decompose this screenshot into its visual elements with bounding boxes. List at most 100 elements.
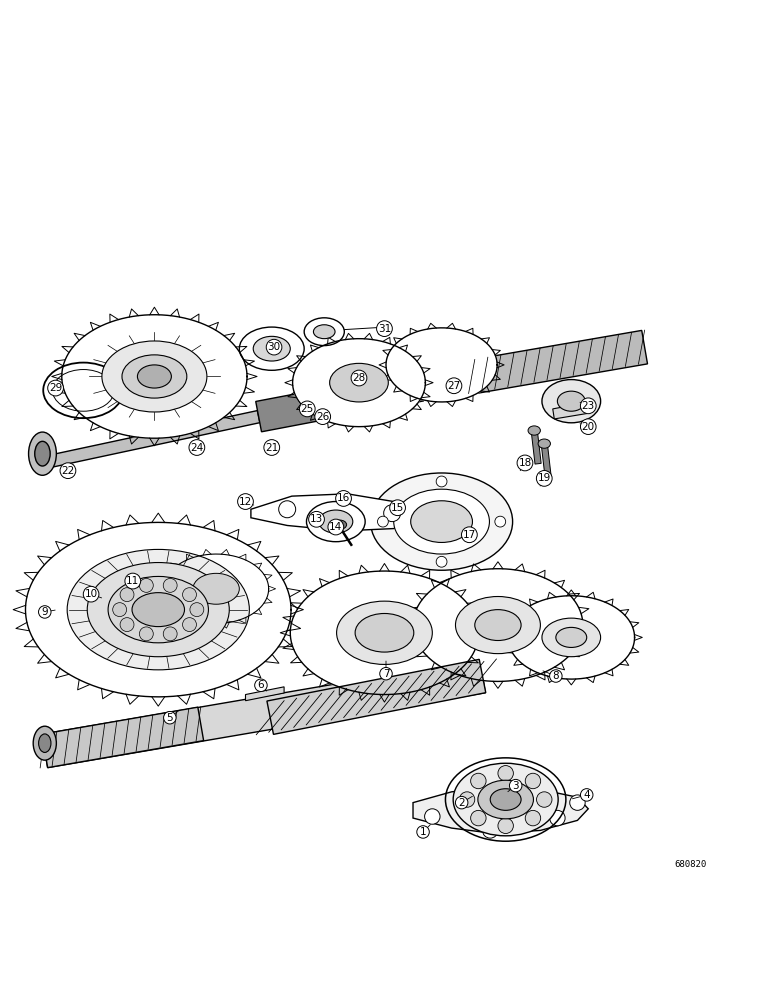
Circle shape bbox=[140, 578, 154, 592]
Circle shape bbox=[498, 766, 513, 781]
Circle shape bbox=[471, 810, 486, 826]
Ellipse shape bbox=[33, 726, 56, 760]
Text: 14: 14 bbox=[329, 522, 343, 532]
Text: 8: 8 bbox=[553, 671, 559, 681]
Ellipse shape bbox=[557, 391, 585, 411]
Text: 13: 13 bbox=[310, 514, 323, 524]
Ellipse shape bbox=[67, 549, 249, 670]
Ellipse shape bbox=[330, 363, 388, 402]
Text: 16: 16 bbox=[337, 493, 350, 503]
Circle shape bbox=[384, 505, 401, 522]
Circle shape bbox=[482, 823, 498, 838]
Circle shape bbox=[570, 795, 585, 810]
Text: 2: 2 bbox=[459, 798, 465, 808]
Text: 6: 6 bbox=[258, 680, 264, 690]
Text: 680820: 680820 bbox=[675, 860, 707, 869]
Ellipse shape bbox=[475, 610, 521, 641]
Circle shape bbox=[113, 603, 127, 617]
Text: 12: 12 bbox=[239, 497, 252, 507]
Circle shape bbox=[140, 627, 154, 641]
Text: 27: 27 bbox=[447, 381, 461, 391]
Circle shape bbox=[425, 809, 440, 824]
Circle shape bbox=[378, 516, 388, 527]
Text: 10: 10 bbox=[84, 589, 98, 599]
Polygon shape bbox=[541, 443, 551, 477]
Polygon shape bbox=[164, 554, 269, 624]
Circle shape bbox=[120, 588, 134, 602]
Polygon shape bbox=[290, 571, 479, 695]
Polygon shape bbox=[386, 328, 497, 402]
Circle shape bbox=[436, 556, 447, 567]
Ellipse shape bbox=[490, 789, 521, 810]
Ellipse shape bbox=[306, 502, 365, 542]
Ellipse shape bbox=[253, 336, 290, 361]
Ellipse shape bbox=[102, 341, 207, 412]
Circle shape bbox=[182, 588, 196, 602]
Text: 18: 18 bbox=[518, 458, 532, 468]
Polygon shape bbox=[293, 339, 425, 427]
Text: 1: 1 bbox=[420, 827, 426, 837]
Circle shape bbox=[525, 810, 540, 826]
Polygon shape bbox=[508, 596, 635, 679]
Ellipse shape bbox=[333, 520, 347, 529]
Text: 20: 20 bbox=[581, 422, 595, 432]
Polygon shape bbox=[245, 687, 284, 701]
Ellipse shape bbox=[542, 618, 601, 657]
Ellipse shape bbox=[137, 365, 171, 388]
Ellipse shape bbox=[556, 627, 587, 647]
Ellipse shape bbox=[193, 573, 239, 604]
Ellipse shape bbox=[43, 363, 124, 418]
Circle shape bbox=[279, 501, 296, 518]
Circle shape bbox=[537, 792, 552, 807]
Polygon shape bbox=[472, 330, 648, 393]
Polygon shape bbox=[41, 411, 260, 469]
Ellipse shape bbox=[87, 563, 229, 657]
Ellipse shape bbox=[542, 380, 601, 423]
Text: 4: 4 bbox=[584, 790, 590, 800]
Ellipse shape bbox=[319, 510, 353, 533]
Ellipse shape bbox=[52, 370, 114, 411]
Text: 22: 22 bbox=[61, 466, 75, 476]
Polygon shape bbox=[267, 659, 486, 734]
Polygon shape bbox=[42, 659, 486, 768]
Text: 29: 29 bbox=[49, 383, 63, 393]
Ellipse shape bbox=[132, 593, 185, 627]
Ellipse shape bbox=[528, 426, 540, 435]
Ellipse shape bbox=[122, 355, 187, 398]
Ellipse shape bbox=[371, 473, 513, 570]
Text: 7: 7 bbox=[383, 669, 389, 679]
Polygon shape bbox=[25, 522, 291, 697]
Polygon shape bbox=[42, 707, 204, 768]
Ellipse shape bbox=[355, 613, 414, 652]
Circle shape bbox=[163, 578, 177, 592]
Text: 11: 11 bbox=[126, 576, 140, 586]
Ellipse shape bbox=[411, 501, 472, 542]
Text: 26: 26 bbox=[316, 412, 330, 422]
Ellipse shape bbox=[455, 596, 540, 654]
Circle shape bbox=[471, 773, 486, 789]
Polygon shape bbox=[419, 366, 476, 396]
Text: 25: 25 bbox=[300, 404, 314, 414]
Circle shape bbox=[498, 818, 513, 834]
Circle shape bbox=[120, 618, 134, 632]
Text: 5: 5 bbox=[167, 713, 173, 723]
Text: 9: 9 bbox=[42, 607, 48, 617]
Ellipse shape bbox=[239, 327, 304, 370]
Circle shape bbox=[190, 603, 204, 617]
Polygon shape bbox=[531, 430, 541, 464]
Ellipse shape bbox=[337, 601, 432, 664]
Circle shape bbox=[163, 627, 177, 641]
Circle shape bbox=[525, 773, 540, 789]
Circle shape bbox=[495, 516, 506, 527]
Polygon shape bbox=[62, 315, 247, 438]
Text: 31: 31 bbox=[378, 324, 391, 334]
Ellipse shape bbox=[29, 432, 56, 475]
Text: 28: 28 bbox=[352, 373, 366, 383]
Circle shape bbox=[550, 810, 565, 826]
Polygon shape bbox=[251, 494, 423, 531]
Ellipse shape bbox=[453, 763, 558, 836]
Ellipse shape bbox=[313, 325, 335, 339]
Text: 23: 23 bbox=[581, 401, 595, 411]
Ellipse shape bbox=[35, 441, 50, 466]
Circle shape bbox=[436, 476, 447, 487]
